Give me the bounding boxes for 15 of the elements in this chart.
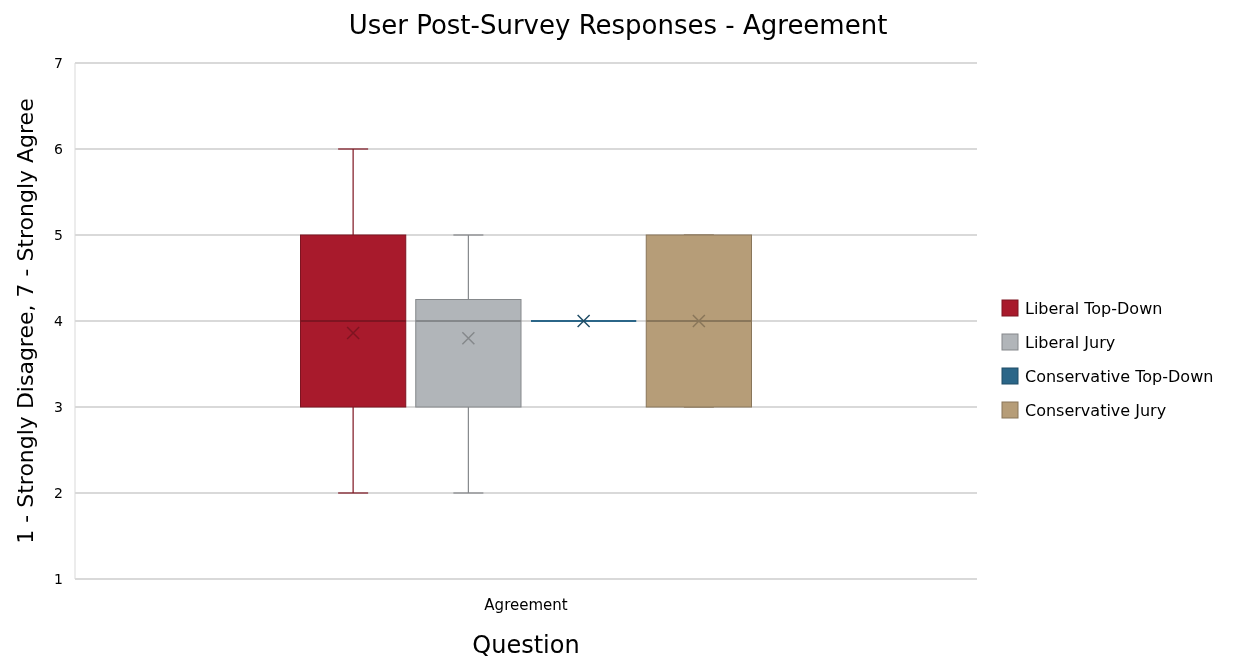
- y-tick-label: 6: [54, 140, 64, 157]
- chart-title: User Post-Survey Responses - Agreement: [348, 10, 888, 40]
- y-tick-label: 1: [54, 570, 63, 587]
- y-tick-label: 3: [54, 398, 63, 415]
- legend-label: Conservative Top-Down: [1025, 366, 1214, 386]
- legend-label: Conservative Jury: [1025, 400, 1167, 420]
- legend-label: Liberal Jury: [1025, 332, 1116, 352]
- y-axis-title: 1 - Strongly Disagree, 7 - Strongly Agree: [13, 98, 38, 544]
- x-tick-label: Agreement: [484, 596, 568, 614]
- y-tick-label: 2: [54, 484, 63, 501]
- x-axis-title: Question: [472, 631, 580, 659]
- y-tick-label: 4: [54, 312, 64, 329]
- y-tick-label: 7: [54, 54, 63, 71]
- y-tick-label: 5: [54, 226, 63, 243]
- legend-label: Liberal Top-Down: [1025, 298, 1163, 318]
